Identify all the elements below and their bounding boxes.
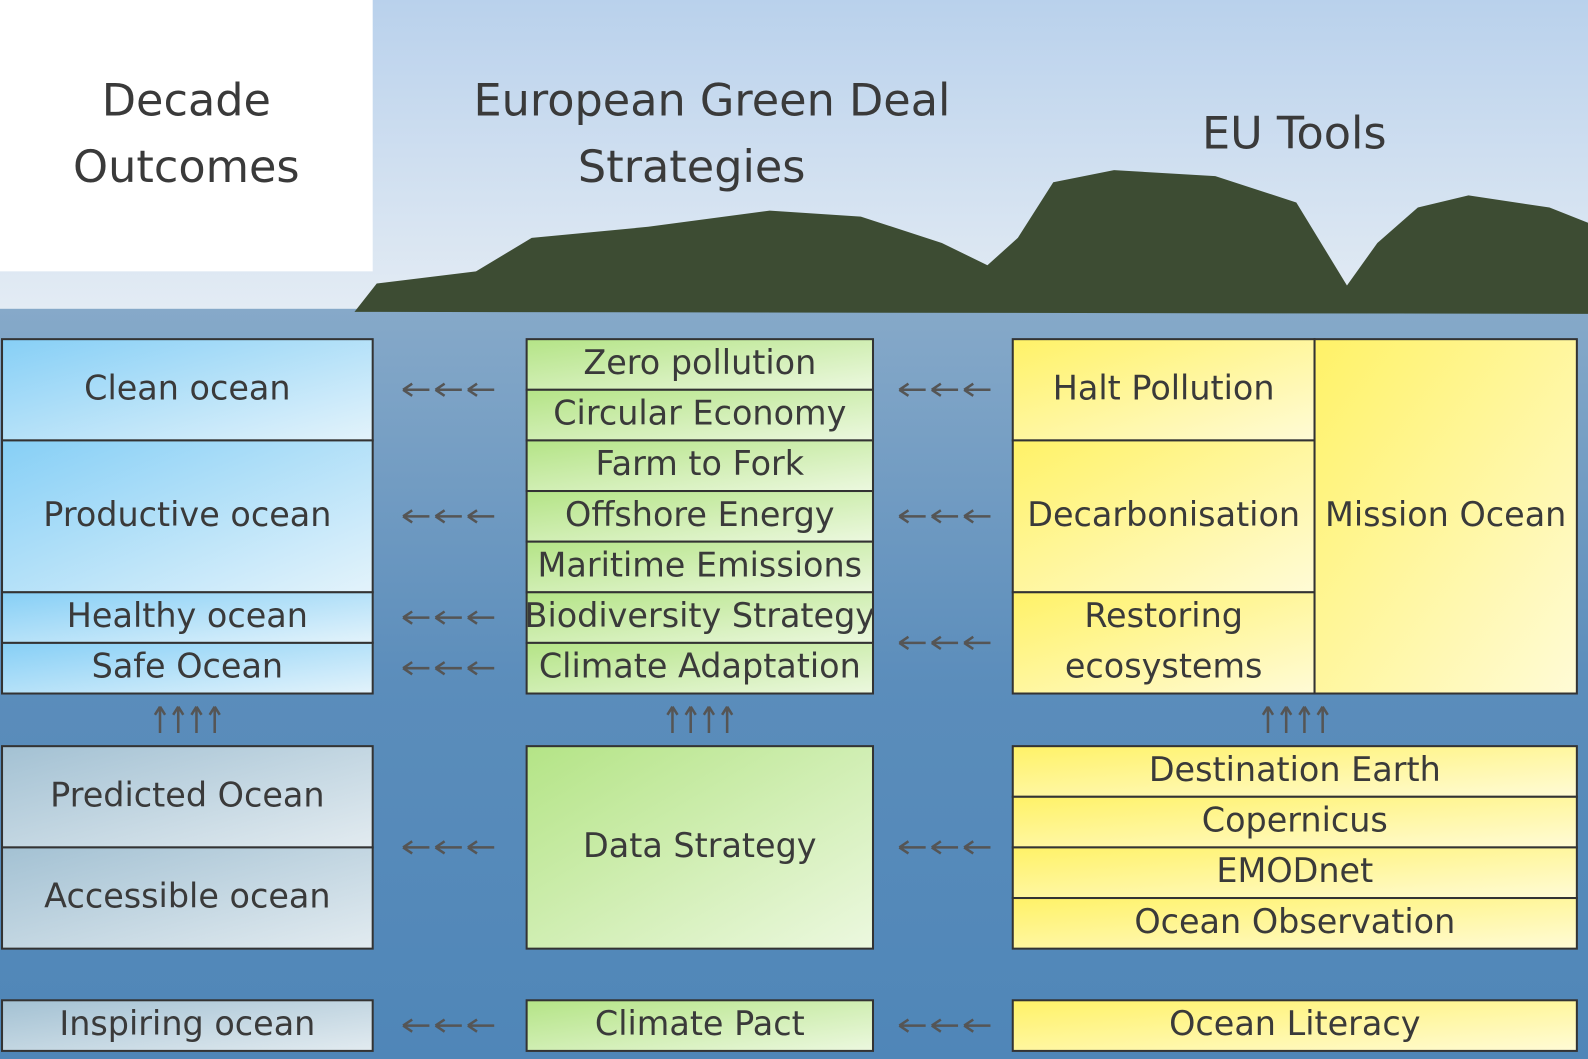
box-label: Restoring — [1084, 596, 1243, 635]
header: Outcomes — [73, 141, 300, 193]
header: Decade — [102, 74, 271, 126]
box-label: Copernicus — [1202, 801, 1388, 840]
box-label: Inspiring ocean — [59, 1004, 315, 1043]
box-label: Data Strategy — [583, 826, 817, 865]
box-label: Safe Ocean — [92, 647, 283, 686]
box-label: Halt Pollution — [1053, 368, 1275, 407]
box-label: Farm to Fork — [595, 444, 804, 483]
box-label: EMODnet — [1216, 851, 1373, 890]
box-label: Healthy ocean — [67, 596, 308, 635]
header: European Green Deal — [474, 74, 951, 126]
box-label: Offshore Energy — [565, 495, 834, 534]
box-label: Destination Earth — [1149, 750, 1441, 789]
box-label: ecosystems — [1065, 647, 1263, 686]
header: EU Tools — [1202, 108, 1387, 160]
page: {"headers":{"outcomes":["Decade","Outcom… — [0, 0, 1588, 1059]
box-label: Accessible ocean — [44, 877, 330, 916]
box-label: Mission Ocean — [1325, 495, 1566, 534]
box-label: Ocean Observation — [1134, 902, 1455, 941]
box-label: Decarbonisation — [1027, 495, 1300, 534]
diagram: Decade Outcomes European Green Deal Stra… — [0, 0, 1588, 1059]
box-label: Clean ocean — [84, 368, 290, 407]
box-label: Ocean Literacy — [1169, 1004, 1420, 1043]
box-label: Productive ocean — [43, 495, 331, 534]
box-label: Circular Economy — [553, 394, 846, 433]
box-label: Predicted Ocean — [50, 775, 324, 814]
box-label: Climate Pact — [595, 1004, 805, 1043]
header-box — [0, 0, 373, 271]
box-label: Climate Adaptation — [539, 647, 861, 686]
box-label: Zero pollution — [583, 343, 816, 382]
box-label: Maritime Emissions — [538, 545, 863, 584]
header: Strategies — [578, 141, 806, 193]
box-label: Biodiversity Strategy — [525, 596, 876, 635]
